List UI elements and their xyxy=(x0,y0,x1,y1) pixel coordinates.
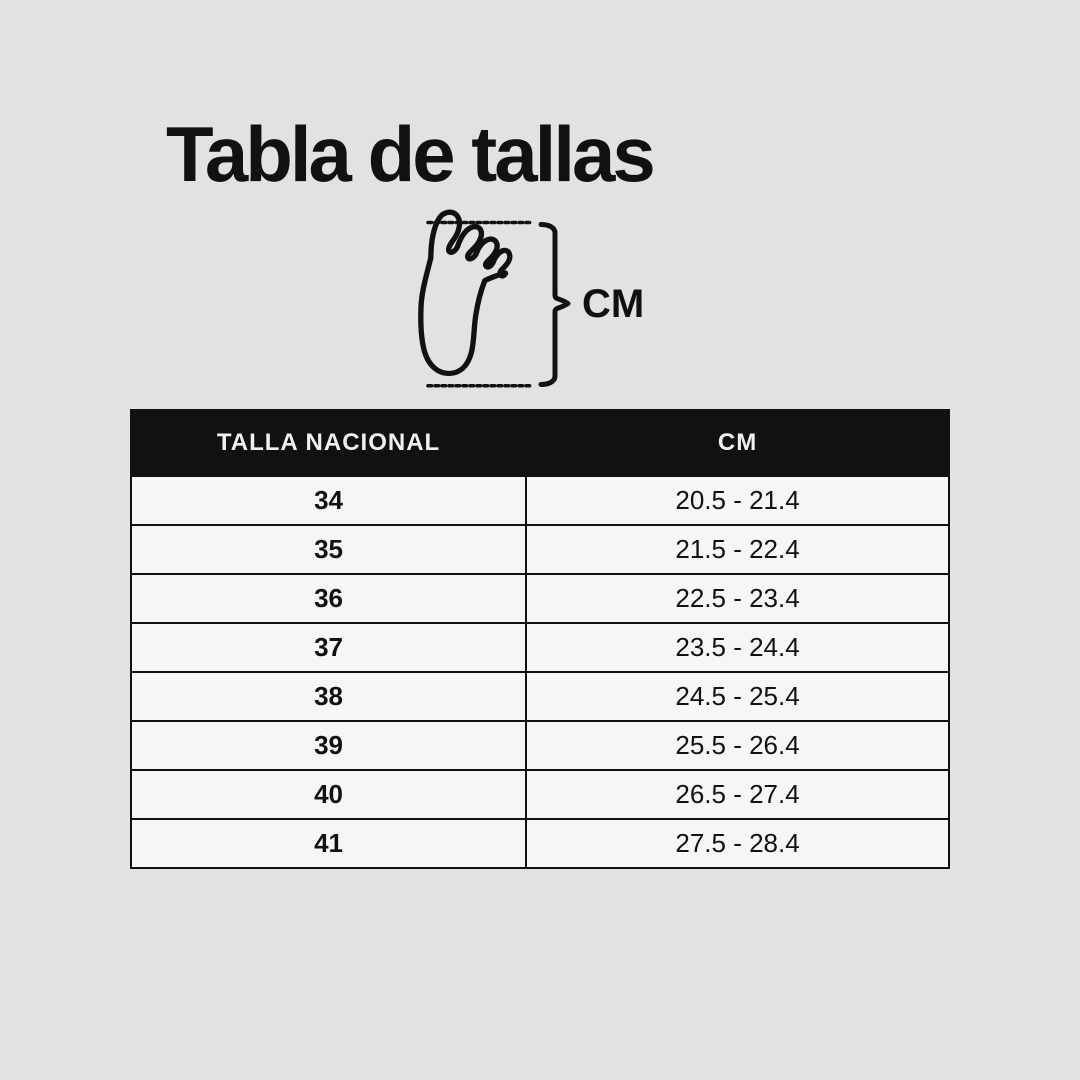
svg-text:CM: CM xyxy=(582,282,644,326)
